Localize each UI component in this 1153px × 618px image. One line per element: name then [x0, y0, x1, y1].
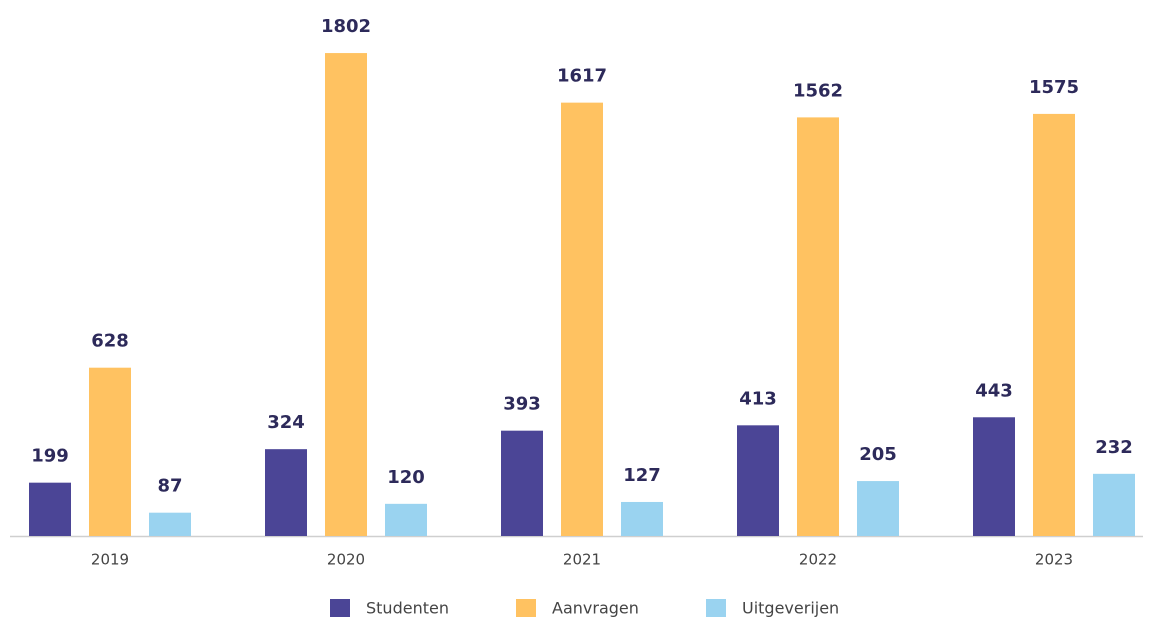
bar	[797, 117, 839, 536]
value-label: 393	[503, 394, 541, 415]
value-label: 324	[267, 412, 305, 433]
legend-label: Uitgeverijen	[742, 599, 839, 618]
legend-swatch	[706, 599, 726, 617]
bar	[621, 501, 663, 536]
legend-swatch	[330, 599, 350, 617]
value-label: 1575	[1029, 77, 1079, 98]
bar	[1033, 113, 1075, 537]
bar	[857, 481, 899, 536]
x-tick-label: 2023	[1035, 551, 1073, 569]
value-label: 87	[157, 476, 182, 497]
value-label: 1802	[321, 16, 371, 37]
value-label: 628	[91, 331, 129, 352]
value-label: 232	[1095, 437, 1133, 458]
bar	[1093, 473, 1135, 536]
x-tick-label: 2021	[563, 551, 601, 569]
bar	[561, 102, 603, 537]
bar	[149, 512, 191, 536]
bar	[973, 417, 1015, 536]
bar	[737, 425, 779, 536]
value-label: 1562	[793, 80, 843, 101]
value-label: 1617	[557, 66, 607, 87]
value-label: 205	[859, 444, 897, 465]
value-label: 199	[31, 446, 69, 467]
legend-label: Studenten	[366, 599, 449, 618]
bar	[89, 367, 131, 536]
bar	[325, 53, 367, 537]
x-tick-label: 2020	[327, 551, 365, 569]
legend-swatch	[516, 599, 536, 617]
legend-label: Aanvragen	[552, 599, 639, 618]
value-label: 120	[387, 467, 425, 488]
x-tick-label: 2022	[799, 551, 837, 569]
bar	[265, 449, 307, 536]
bar	[385, 503, 427, 536]
bar	[29, 482, 71, 536]
bar	[501, 430, 543, 536]
x-tick-label: 2019	[91, 551, 129, 569]
value-label: 443	[975, 380, 1013, 401]
value-label: 413	[739, 388, 777, 409]
value-label: 127	[623, 465, 661, 486]
